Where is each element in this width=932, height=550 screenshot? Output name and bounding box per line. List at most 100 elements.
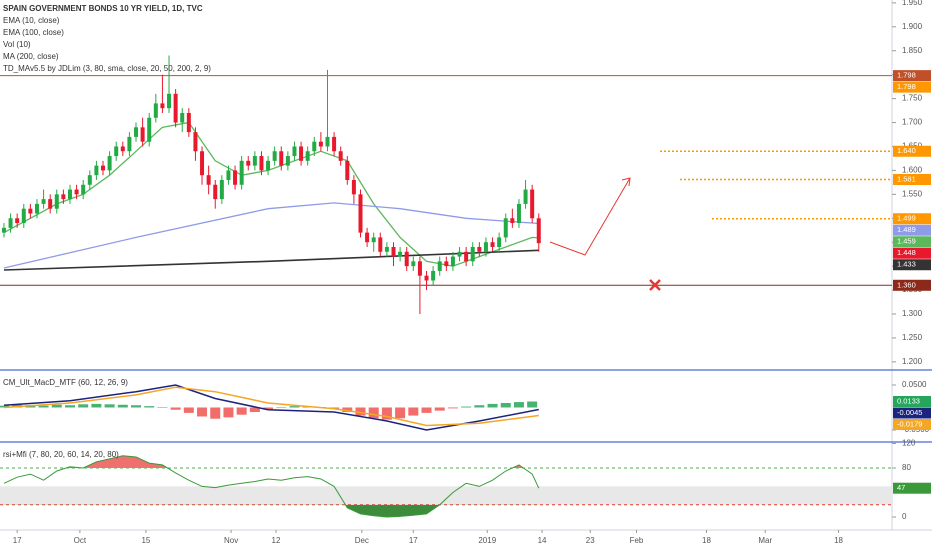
histogram-bar [434,407,445,411]
candle-body [252,156,257,166]
candle-body [464,251,469,262]
price-label: 0.0133 [897,396,920,405]
candle-body [180,112,185,123]
y-tick-label: 1.900 [902,22,923,31]
y-tick-label: 0.0500 [902,380,927,389]
histogram-bar [170,407,181,410]
drawing-arrow [549,177,631,256]
price-label-box [893,173,931,185]
price-label-box [893,224,931,236]
candle-body [371,237,376,243]
y-tick-label: 1.950 [902,0,923,7]
x-tick-label: 14 [538,536,547,545]
candle-body [510,218,515,224]
candle-body [213,184,218,200]
candle-body [239,160,244,185]
candle-body [285,156,290,166]
rsi-title: rsi+Mfi (7, 80, 20, 60, 14, 20, 80) [3,450,119,459]
x-tick-label: Oct [74,536,87,545]
candle-body [497,237,502,247]
rsi-line [3,455,540,518]
price-label-box [893,259,931,271]
candle-body [41,199,46,204]
x-tick-label: 12 [272,536,281,545]
candle-body [21,208,26,224]
candle-body [246,160,251,166]
price-label: 1.499 [897,214,916,223]
candle-body [81,184,86,195]
histogram-bar [381,407,392,420]
price-label-box [893,482,931,494]
candle-body [1,227,6,233]
candle-body [305,151,310,161]
price-label: 1.798 [897,71,916,80]
candle-body [530,189,535,219]
candle-body [100,165,105,171]
candle-body [417,261,422,276]
histogram-bar [157,407,168,408]
x-tick-label: Mar [758,536,772,545]
price-label: 47 [897,483,905,492]
candle-body [259,156,264,171]
price-label: 1.581 [897,174,916,183]
price-label: 1.459 [897,237,916,246]
price-label-box [893,213,931,225]
y-tick-label: 0 [902,512,907,521]
histogram-bar [38,405,49,408]
candle-body [74,189,79,195]
candle-body [338,151,343,161]
price-label: 1.640 [897,146,916,155]
price-label: 1.433 [897,260,916,269]
oversold-fill [345,504,440,517]
y-tick-label: 1.750 [902,94,923,103]
candle-body [94,165,99,176]
x-tick-label: 18 [834,536,843,545]
histogram-bar [0,405,9,408]
candle-body [147,117,152,142]
histogram-bar [249,407,260,412]
histogram-bar [51,404,62,408]
candle-body [61,194,66,200]
candle-body [437,261,442,271]
candle-body [490,242,495,247]
candle-body [15,218,20,224]
histogram-bar [91,403,102,408]
price-label-box [893,407,931,419]
histogram-bar [183,407,194,413]
legend-entry: EMA (100, close) [3,28,64,37]
drawing-arrowhead [621,177,631,187]
candle-body [523,189,528,204]
histogram-bar [527,401,538,408]
drawing-cross [649,279,661,291]
histogram-bar [197,407,208,417]
histogram-bar [64,405,75,408]
x-tick-label: 17 [409,536,418,545]
legend-entry: EMA (10, close) [3,16,60,25]
indicator-line [3,202,539,269]
candle-body [120,146,125,152]
histogram-bar [487,403,498,408]
candle-body [107,156,112,171]
candle-body [470,246,475,262]
candle-body [444,261,449,267]
price-label: 1.448 [897,248,916,257]
y-tick-label: 80 [902,463,911,472]
candle-body [226,170,231,180]
overbought-fill [3,455,539,468]
y-tick-label: 1.550 [902,189,923,198]
candle-body [48,199,53,209]
candle-body [114,146,119,157]
histogram-bar [355,407,366,416]
candle-body [351,179,356,195]
x-tick-label: Nov [224,536,238,545]
price-label: 1.489 [897,225,916,234]
candle-body [424,275,429,281]
chart-title: SPAIN GOVERNMENT BONDS 10 YR YIELD, 1D, … [3,4,203,13]
candle-body [167,93,172,109]
candle-body [536,218,541,244]
candle-body [134,127,139,137]
histogram-bar [276,407,287,408]
histogram-bar [500,402,511,408]
